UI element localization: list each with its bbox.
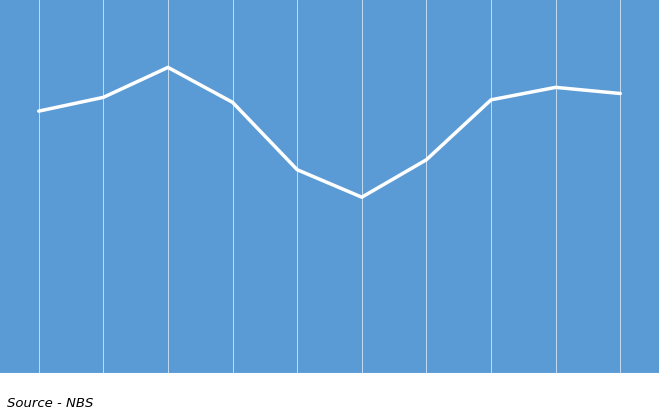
Text: Source - NBS: Source - NBS: [7, 397, 93, 410]
